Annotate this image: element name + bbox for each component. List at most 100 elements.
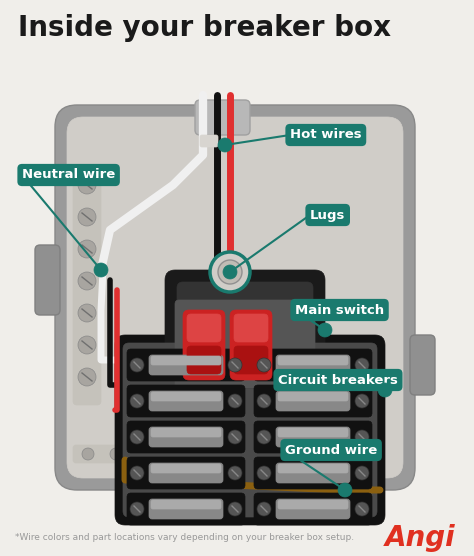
Circle shape bbox=[222, 448, 234, 460]
FancyBboxPatch shape bbox=[177, 282, 313, 388]
FancyBboxPatch shape bbox=[254, 385, 372, 417]
Circle shape bbox=[78, 336, 96, 354]
Circle shape bbox=[130, 430, 144, 444]
Circle shape bbox=[318, 323, 332, 337]
Circle shape bbox=[355, 358, 369, 372]
Circle shape bbox=[338, 483, 352, 497]
Text: Main switch: Main switch bbox=[295, 304, 384, 316]
Circle shape bbox=[218, 260, 242, 284]
Circle shape bbox=[355, 466, 369, 480]
FancyBboxPatch shape bbox=[278, 500, 348, 509]
Circle shape bbox=[78, 240, 96, 258]
Circle shape bbox=[110, 448, 122, 460]
FancyBboxPatch shape bbox=[149, 499, 223, 519]
FancyBboxPatch shape bbox=[127, 385, 245, 417]
Circle shape bbox=[250, 448, 262, 460]
Circle shape bbox=[130, 502, 144, 516]
FancyBboxPatch shape bbox=[183, 310, 225, 380]
Circle shape bbox=[355, 430, 369, 444]
FancyBboxPatch shape bbox=[151, 428, 221, 437]
Circle shape bbox=[78, 176, 96, 194]
Circle shape bbox=[78, 304, 96, 322]
Circle shape bbox=[78, 368, 96, 386]
FancyBboxPatch shape bbox=[276, 427, 350, 447]
FancyBboxPatch shape bbox=[151, 392, 221, 401]
FancyBboxPatch shape bbox=[73, 445, 293, 463]
FancyBboxPatch shape bbox=[73, 165, 101, 405]
FancyBboxPatch shape bbox=[123, 343, 377, 517]
Circle shape bbox=[228, 502, 242, 516]
FancyBboxPatch shape bbox=[234, 314, 268, 342]
FancyBboxPatch shape bbox=[165, 270, 325, 400]
FancyBboxPatch shape bbox=[254, 457, 372, 489]
FancyBboxPatch shape bbox=[149, 463, 223, 483]
Text: Neutral wire: Neutral wire bbox=[22, 168, 115, 181]
FancyBboxPatch shape bbox=[149, 427, 223, 447]
FancyBboxPatch shape bbox=[175, 300, 315, 388]
FancyBboxPatch shape bbox=[276, 391, 350, 411]
FancyBboxPatch shape bbox=[254, 349, 372, 381]
Circle shape bbox=[130, 466, 144, 480]
Circle shape bbox=[257, 358, 271, 372]
FancyBboxPatch shape bbox=[200, 135, 218, 147]
Circle shape bbox=[355, 394, 369, 408]
FancyBboxPatch shape bbox=[234, 346, 268, 374]
FancyBboxPatch shape bbox=[278, 464, 348, 473]
Text: Lugs: Lugs bbox=[310, 208, 346, 221]
Circle shape bbox=[94, 263, 108, 277]
Circle shape bbox=[82, 448, 94, 460]
Text: Hot wires: Hot wires bbox=[290, 128, 362, 141]
Circle shape bbox=[130, 358, 144, 372]
FancyBboxPatch shape bbox=[151, 464, 221, 473]
Circle shape bbox=[257, 502, 271, 516]
FancyBboxPatch shape bbox=[127, 421, 245, 453]
Circle shape bbox=[223, 265, 237, 279]
FancyBboxPatch shape bbox=[35, 245, 60, 315]
Circle shape bbox=[210, 252, 250, 292]
FancyBboxPatch shape bbox=[127, 493, 245, 525]
FancyBboxPatch shape bbox=[187, 314, 221, 342]
Text: Inside your breaker box: Inside your breaker box bbox=[18, 14, 391, 42]
Text: Ground wire: Ground wire bbox=[285, 444, 377, 456]
FancyBboxPatch shape bbox=[278, 392, 348, 401]
Circle shape bbox=[130, 394, 144, 408]
Circle shape bbox=[138, 448, 150, 460]
Circle shape bbox=[166, 448, 178, 460]
FancyBboxPatch shape bbox=[55, 105, 415, 490]
FancyBboxPatch shape bbox=[127, 349, 245, 381]
FancyBboxPatch shape bbox=[278, 356, 348, 365]
Circle shape bbox=[218, 138, 232, 152]
FancyBboxPatch shape bbox=[230, 310, 272, 380]
Circle shape bbox=[257, 394, 271, 408]
Circle shape bbox=[257, 430, 271, 444]
FancyBboxPatch shape bbox=[254, 421, 372, 453]
FancyBboxPatch shape bbox=[276, 463, 350, 483]
Circle shape bbox=[378, 383, 392, 397]
FancyBboxPatch shape bbox=[254, 493, 372, 525]
Circle shape bbox=[228, 358, 242, 372]
Circle shape bbox=[228, 466, 242, 480]
Circle shape bbox=[194, 448, 206, 460]
Text: Angi: Angi bbox=[384, 524, 455, 552]
FancyBboxPatch shape bbox=[149, 355, 223, 375]
FancyBboxPatch shape bbox=[67, 117, 403, 478]
Circle shape bbox=[228, 394, 242, 408]
Circle shape bbox=[78, 272, 96, 290]
FancyBboxPatch shape bbox=[149, 391, 223, 411]
FancyBboxPatch shape bbox=[410, 335, 435, 395]
Text: Circuit breakers: Circuit breakers bbox=[278, 374, 398, 386]
FancyBboxPatch shape bbox=[115, 335, 385, 525]
FancyBboxPatch shape bbox=[151, 356, 221, 365]
FancyBboxPatch shape bbox=[278, 428, 348, 437]
FancyBboxPatch shape bbox=[151, 500, 221, 509]
Circle shape bbox=[228, 430, 242, 444]
Text: *Wire colors and part locations vary depending on your breaker box setup.: *Wire colors and part locations vary dep… bbox=[15, 534, 354, 543]
FancyBboxPatch shape bbox=[276, 355, 350, 375]
FancyBboxPatch shape bbox=[187, 346, 221, 374]
FancyBboxPatch shape bbox=[276, 499, 350, 519]
FancyBboxPatch shape bbox=[127, 457, 245, 489]
Circle shape bbox=[257, 466, 271, 480]
FancyBboxPatch shape bbox=[195, 100, 250, 135]
Circle shape bbox=[355, 502, 369, 516]
Circle shape bbox=[78, 208, 96, 226]
